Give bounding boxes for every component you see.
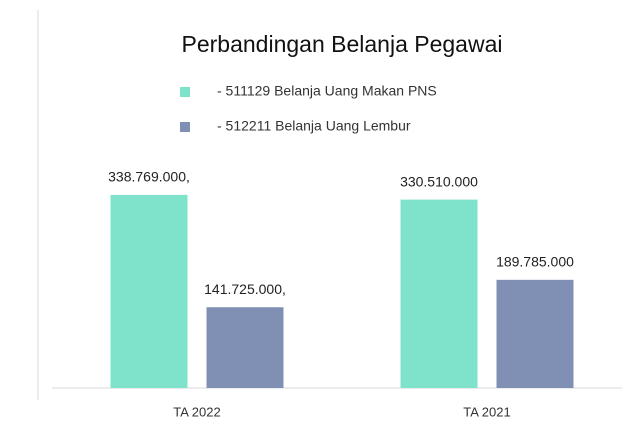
legend-swatch	[180, 87, 190, 97]
legend-label: - 512211 Belanja Uang Lembur	[217, 118, 411, 134]
legend-label: - 511129 Belanja Uang Makan PNS	[217, 83, 437, 99]
data-label: 189.785.000	[496, 254, 574, 270]
x-tick-label: TA 2021	[463, 404, 510, 419]
x-tick-label: TA 2022	[173, 404, 220, 419]
bar	[400, 199, 478, 388]
data-label: 338.769.000,	[108, 169, 190, 185]
legend-swatch	[180, 122, 190, 132]
bar	[110, 194, 188, 388]
bar	[206, 307, 284, 388]
bar	[496, 279, 574, 388]
data-label: 141.725.000,	[204, 281, 286, 297]
data-label: 330.510.000	[400, 173, 478, 189]
chart-title: Perbandingan Belanja Pegawai	[182, 31, 503, 57]
